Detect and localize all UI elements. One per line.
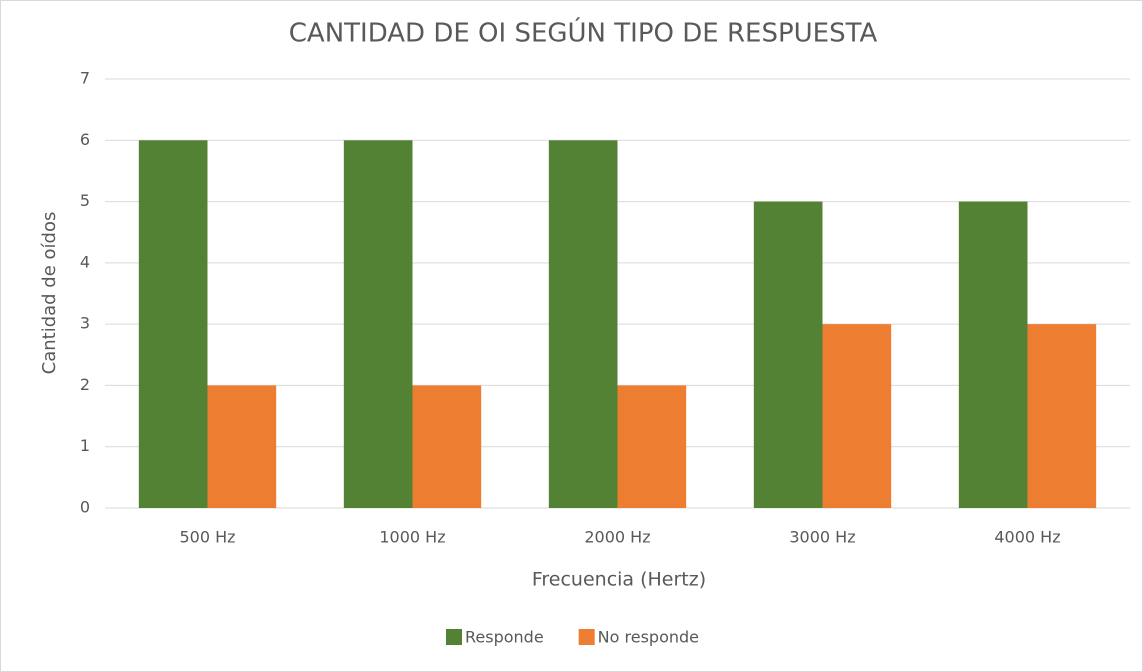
x-tick-label: 4000 Hz	[994, 528, 1060, 547]
bar	[548, 140, 618, 509]
legend-swatch	[578, 629, 595, 645]
bar	[207, 385, 277, 508]
bar	[343, 140, 413, 509]
y-axis-label: Cantidad de oídos	[39, 212, 60, 375]
y-tick-label: 4	[80, 252, 90, 271]
bar	[138, 140, 208, 509]
legend-label: Responde	[465, 628, 544, 647]
y-tick-label: 0	[80, 498, 90, 517]
x-axis-label: Frecuencia (Hertz)	[532, 569, 706, 591]
bar	[822, 324, 892, 508]
bar	[617, 385, 687, 508]
x-tick-label: 500 Hz	[179, 528, 235, 547]
y-tick-label: 2	[80, 375, 90, 394]
legend-swatch	[446, 629, 462, 645]
chart-title: CANTIDAD DE OI SEGÚN TIPO DE RESPUESTA	[289, 17, 878, 49]
bar	[958, 201, 1028, 509]
bar	[412, 385, 482, 508]
bar	[753, 201, 823, 509]
y-tick-label: 1	[80, 436, 90, 455]
x-tick-label: 1000 Hz	[379, 528, 445, 547]
y-tick-label: 6	[80, 130, 90, 149]
y-tick-label: 5	[80, 191, 90, 210]
legend-label: No responde	[598, 628, 699, 647]
y-tick-label: 3	[80, 314, 90, 333]
x-tick-label: 3000 Hz	[789, 528, 855, 547]
bar	[1027, 324, 1097, 508]
x-tick-label: 2000 Hz	[584, 528, 650, 547]
y-tick-label: 7	[80, 69, 90, 88]
